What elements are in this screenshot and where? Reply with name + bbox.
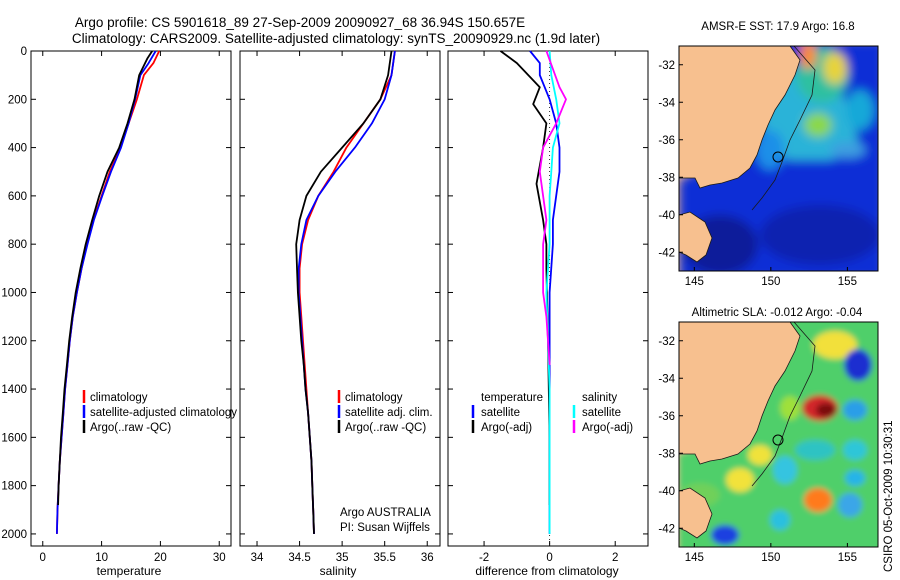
- sla-x-tick-label: 155: [838, 552, 857, 564]
- difference-series-temperature-satellite: [529, 50, 561, 534]
- sst-y-tick-label: -38: [658, 172, 675, 184]
- sst-float-marker: [772, 151, 784, 163]
- sla-y-tick-label: -34: [658, 373, 675, 385]
- salinity-xlabel: salinity: [320, 564, 357, 578]
- sst-map-panel: AMSR-E SST: 17.9 Argo: 16.8 145 15: [658, 21, 879, 288]
- y-tick-label: 800: [8, 239, 27, 251]
- y-tick-label: 600: [8, 191, 27, 203]
- salinity-series-climatology: [298, 50, 396, 534]
- x-tick-label: 0: [546, 552, 552, 564]
- salinity-axes-box: [239, 50, 441, 547]
- difference-profile-panel: -2 0 2 difference from climatology tempera…: [447, 50, 649, 578]
- salinity-profile-panel: 34 34.5 35 35.5 36 salinity climatology sate…: [239, 50, 441, 578]
- legend-label-argo: Argo(..raw -QC): [90, 422, 171, 434]
- sst-map-frame: [678, 45, 879, 272]
- sla-x-tick-label: 150: [761, 552, 780, 564]
- salinity-series-argo-raw-qc: [295, 50, 393, 534]
- y-tick-label: 1200: [1, 336, 27, 348]
- sst-map-title: AMSR-E SST: 17.9 Argo: 16.8: [701, 21, 854, 33]
- figure-title-line1: Argo profile: CS 5901618_89 27-Sep-2009 …: [75, 15, 525, 30]
- annotation-argo-australia: Argo AUSTRALIA: [340, 507, 431, 519]
- x-tick-label: 2: [612, 552, 618, 564]
- legend-label-argo: Argo(..raw -QC): [345, 422, 426, 434]
- legend-label-climatology: climatology: [345, 392, 403, 404]
- x-tick-label: 36: [421, 552, 434, 564]
- x-tick-label: 34: [251, 552, 264, 564]
- y-tick-label: 400: [8, 143, 27, 155]
- x-tick-label: 34.5: [288, 552, 310, 564]
- annotation-pi-name: PI: Susan Wijffels: [340, 522, 430, 534]
- x-tick-label: 35.5: [373, 552, 395, 564]
- sst-y-tick-label: -34: [658, 97, 675, 109]
- y-tick-label: 200: [8, 94, 27, 106]
- x-tick-label: 30: [213, 552, 226, 564]
- y-tick-label: 2000: [1, 529, 27, 541]
- legend-label-satellite: satellite adj. clim.: [345, 407, 433, 419]
- temperature-profile-panel: 0 10 20 30 0 200 400 600 800 1000 1200 1400 1600 1800…: [1, 46, 237, 578]
- sst-y-tick-label: -40: [658, 210, 675, 222]
- sla-map-image: [679, 322, 878, 547]
- sst-y-tick-label: -42: [658, 247, 675, 259]
- sla-x-tick-label: 145: [685, 552, 704, 564]
- y-tick-label: 0: [21, 46, 27, 58]
- x-tick-label: -2: [479, 552, 489, 564]
- x-tick-label: 20: [154, 552, 167, 564]
- difference-axes-box: [447, 50, 649, 547]
- legend-label-temp-argo: Argo(-adj): [481, 422, 532, 434]
- sla-map-frame: [678, 321, 879, 548]
- difference-xlabel: difference from climatology: [475, 564, 618, 578]
- sla-y-tick-label: -42: [658, 523, 675, 535]
- legend-label-sal-argo: Argo(-adj): [582, 422, 633, 434]
- y-tick-label: 1800: [1, 481, 27, 493]
- y-tick-label: 1000: [1, 287, 27, 299]
- legend-label-sal-satellite: satellite: [582, 407, 621, 419]
- x-tick-label: 0: [40, 552, 46, 564]
- figure-title-line2: Climatology: CARS2009. Satellite-adjuste…: [72, 31, 600, 46]
- difference-series-salinity-argo-adj: [538, 50, 567, 365]
- sla-y-tick-label: -36: [658, 411, 675, 423]
- x-tick-label: 10: [95, 552, 108, 564]
- salinity-legend: climatology satellite adj. clim. Argo(..…: [337, 390, 433, 434]
- difference-legend: temperature satellite Argo(-adj) salinit…: [471, 392, 633, 434]
- temperature-legend: climatology satellite-adjusted climatolo…: [82, 390, 237, 434]
- legend-label-temp-satellite: satellite: [481, 407, 520, 419]
- temperature-axes-box: [30, 50, 232, 547]
- sla-y-tick-label: -40: [658, 486, 675, 498]
- temperature-series-argo-raw-qc: [57, 50, 153, 506]
- legend-label-satellite: satellite-adjusted climatology: [90, 407, 237, 419]
- y-tick-label: 1400: [1, 384, 27, 396]
- difference-series-salinity-satellite: [545, 50, 561, 534]
- sst-x-tick-label: 150: [761, 276, 780, 288]
- x-tick-label: 35: [336, 552, 349, 564]
- sla-map-title: Altimetric SLA: -0.012 Argo: -0.04: [692, 307, 863, 319]
- salinity-series-satellite-adj-clim: [297, 50, 396, 534]
- side-timestamp-label: CSIRO 05-Oct-2009 10:30:31: [883, 421, 895, 573]
- temperature-xlabel: temperature: [97, 564, 162, 578]
- sst-y-tick-label: -36: [658, 135, 675, 147]
- temperature-series-satellite-adjusted-climatology: [56, 50, 157, 534]
- y-tick-label: 1600: [1, 432, 27, 444]
- sla-y-tick-label: -38: [658, 448, 675, 460]
- temperature-series-climatology: [56, 50, 161, 534]
- sst-map-image: [679, 46, 878, 271]
- sla-float-marker: [772, 434, 784, 446]
- legend-title-salinity: salinity: [582, 392, 617, 404]
- sla-y-tick-label: -32: [658, 336, 675, 348]
- sst-x-tick-label: 155: [838, 276, 857, 288]
- sst-y-tick-label: -32: [658, 60, 675, 72]
- legend-title-temperature: temperature: [481, 392, 543, 404]
- sla-map-panel: Altimetric SLA: -0.012 Argo: -0.04: [658, 307, 879, 564]
- legend-label-climatology: climatology: [90, 392, 148, 404]
- sst-x-tick-label: 145: [685, 276, 704, 288]
